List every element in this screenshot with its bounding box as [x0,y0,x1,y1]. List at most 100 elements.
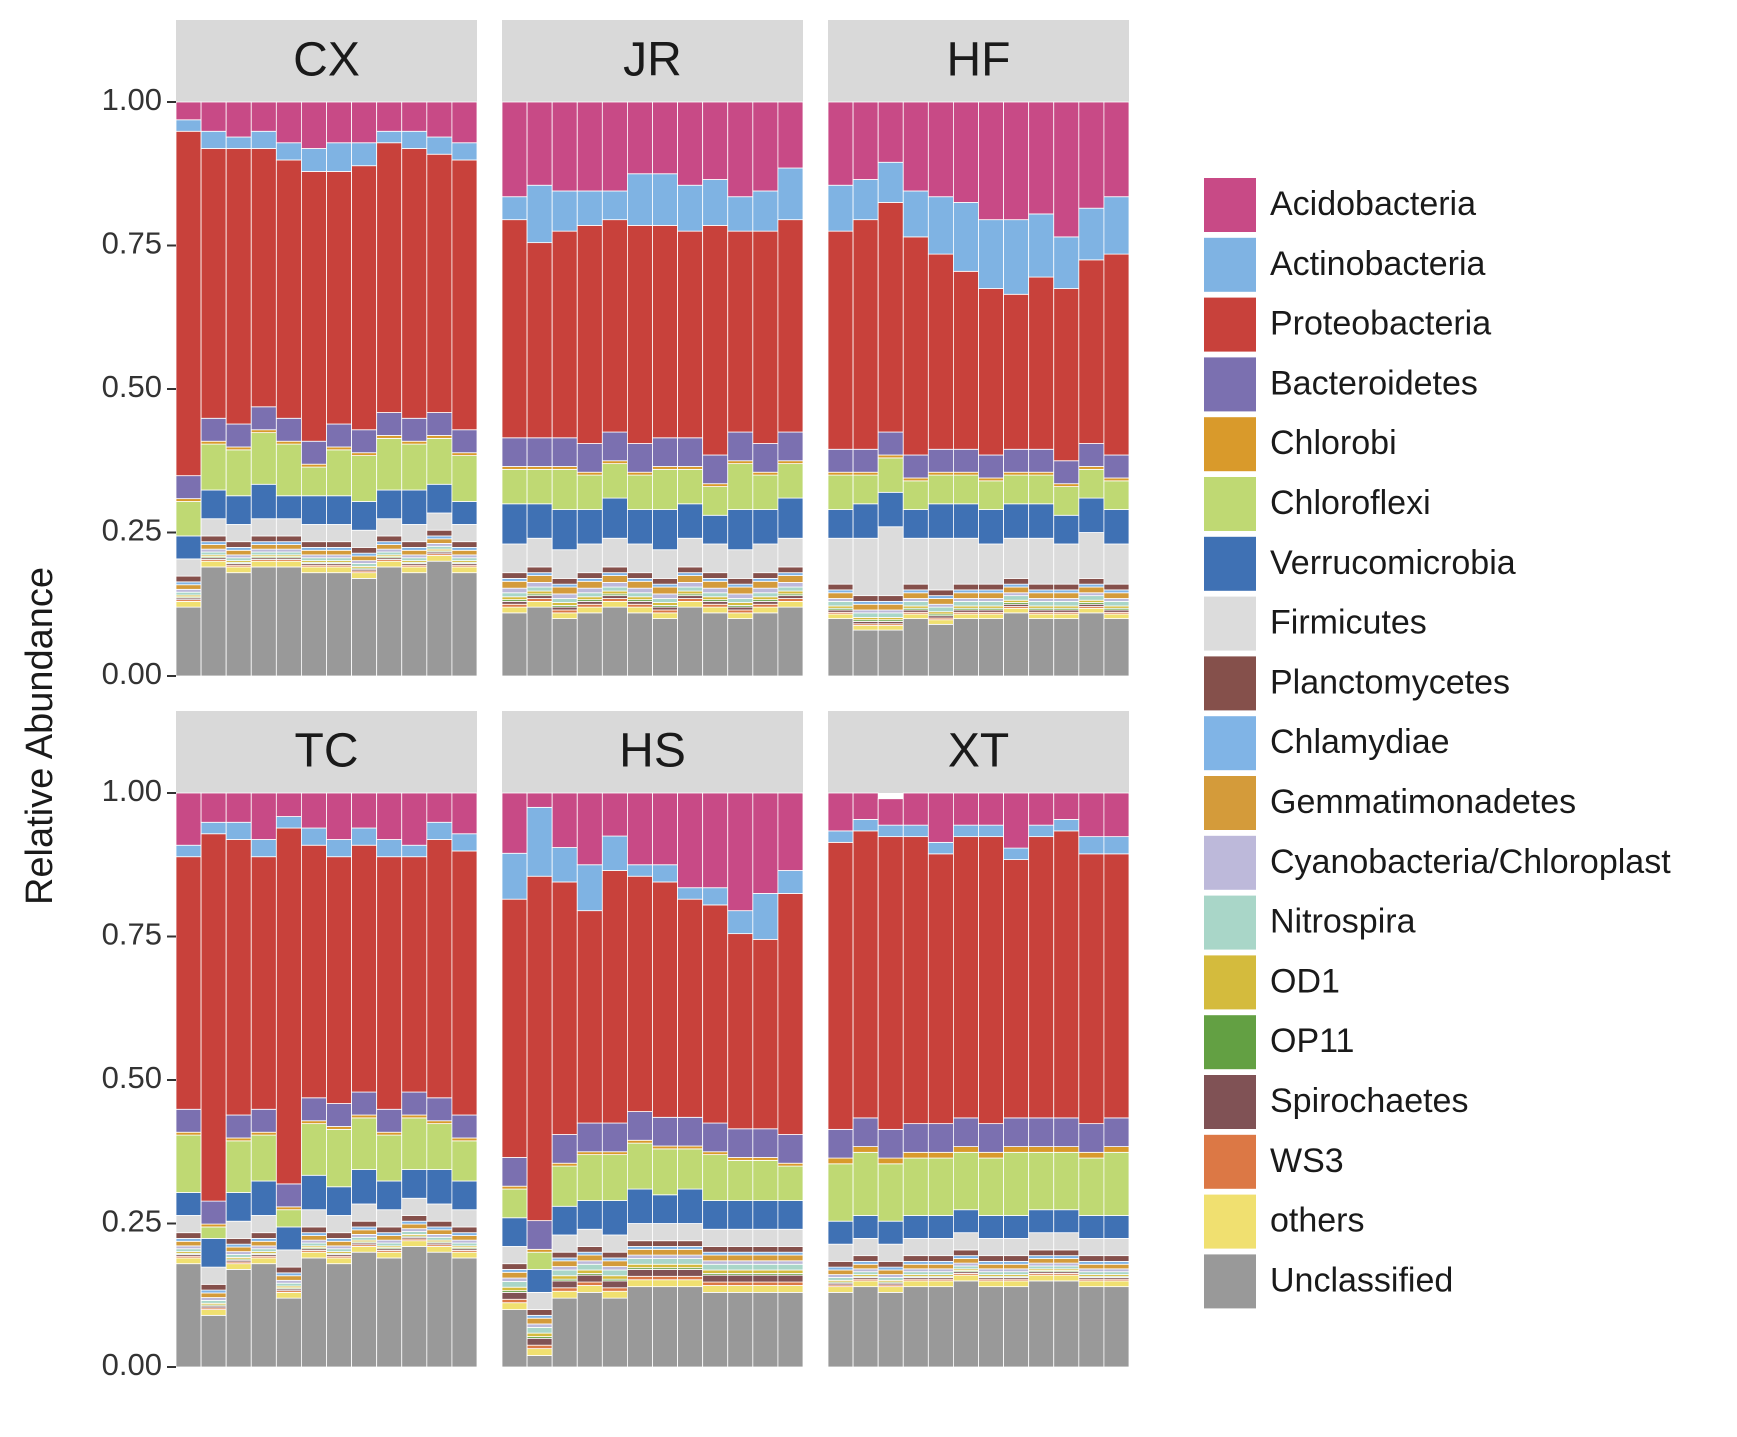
bar-segment [752,1269,779,1274]
legend-key [1202,1252,1258,1311]
bar-segment [652,1248,678,1256]
bar-segment [902,589,929,594]
strip-background [502,20,803,102]
bar-segment [627,225,653,444]
bar-segment [501,1263,528,1270]
bar-segment [852,1280,879,1288]
bar-segment [953,1209,979,1234]
bar-segment [250,1108,277,1133]
bar-segment [877,1274,904,1278]
bar-segment [576,1246,603,1253]
bar-segment [551,466,578,470]
bar-segment [1028,276,1055,450]
bar-segment [927,1215,954,1239]
bar-segment [927,1260,954,1265]
bar-segment [777,101,804,169]
bar-segment [752,580,779,589]
bar-segment [501,1217,528,1247]
bar-segment [752,1246,779,1253]
bar-segment [301,148,327,172]
bar-segment [752,587,779,594]
bar-segment [627,792,653,866]
bar-segment [978,598,1004,602]
bar-segment [627,578,653,582]
bar-segment [326,541,352,548]
bar-segment [426,1123,453,1170]
bar-segment [401,1231,428,1235]
bar-segment [953,471,979,476]
bar-segment [727,593,754,599]
strip-background [176,20,477,102]
bar-segment [953,792,979,826]
bar-segment [551,509,578,551]
bar-segment [401,554,428,559]
bar-segment [627,572,653,579]
bar-segment [702,1281,729,1286]
bar-segment [1103,1215,1130,1239]
bar-segment [200,821,227,835]
bar-segment [601,1151,628,1156]
bar-segment [576,225,603,444]
bar-segment [902,836,929,1125]
bar-segment [250,541,277,545]
bar-segment [827,583,854,591]
bar-segment [1103,613,1130,619]
bar-segment [451,452,478,456]
bar-segment [401,1197,428,1216]
bar-segment [902,600,929,607]
bar-segment [526,806,553,877]
bar-segment [827,1157,854,1165]
bar-segment [752,592,779,598]
bar-segment [727,598,754,603]
bar-segment [576,1291,603,1368]
bar-segment [877,491,904,528]
bar-segment [902,1255,929,1262]
bar-segment [225,821,252,840]
bar-segment [652,1194,678,1224]
bar-segment [175,101,202,121]
bar-segment [677,586,704,592]
bar-segment [326,1240,352,1247]
bar-segment [576,587,603,594]
legend-key [1202,295,1258,354]
bar-segment [727,1228,754,1247]
bar-segment [902,480,929,510]
bar-segment [526,566,553,574]
bar-segment [175,498,202,502]
bar-segment [451,159,478,431]
bar-segment [652,881,678,1118]
y-tick-label: 0.75 [102,226,162,261]
bar-segment [752,1263,779,1271]
bar-segment [1003,503,1030,539]
bar-segment [978,1260,1004,1265]
bar-segment [250,1245,277,1250]
bar-segment [877,1286,904,1293]
bar-segment [1053,236,1080,289]
bar-segment [426,1169,453,1205]
bar-segment [601,1280,628,1289]
bar-segment [877,629,904,677]
bar-segment [351,1203,378,1222]
bar-segment [501,437,528,467]
bar-segment [727,1291,754,1368]
bar-segment [852,1260,879,1265]
facet-title: JR [623,34,682,87]
bar-segment [376,548,403,553]
bar-segment [225,547,252,551]
bar-segment [326,1186,352,1216]
bar-segment [301,1242,327,1247]
bar-segment [351,552,378,557]
bar-segment [1053,792,1080,820]
bar-segment [702,179,729,226]
bar-segment [1028,101,1055,215]
bar-segment [1103,1268,1130,1273]
bar-segment [852,1268,879,1273]
bar-segment [1053,613,1080,619]
bar-segment [1053,543,1080,585]
bar-segment [927,101,954,198]
bar-segment [677,582,704,588]
bar-segment [978,543,1004,585]
bar-segment [275,1226,302,1251]
bar-segment [1003,1263,1030,1270]
bar-segment [326,142,352,172]
